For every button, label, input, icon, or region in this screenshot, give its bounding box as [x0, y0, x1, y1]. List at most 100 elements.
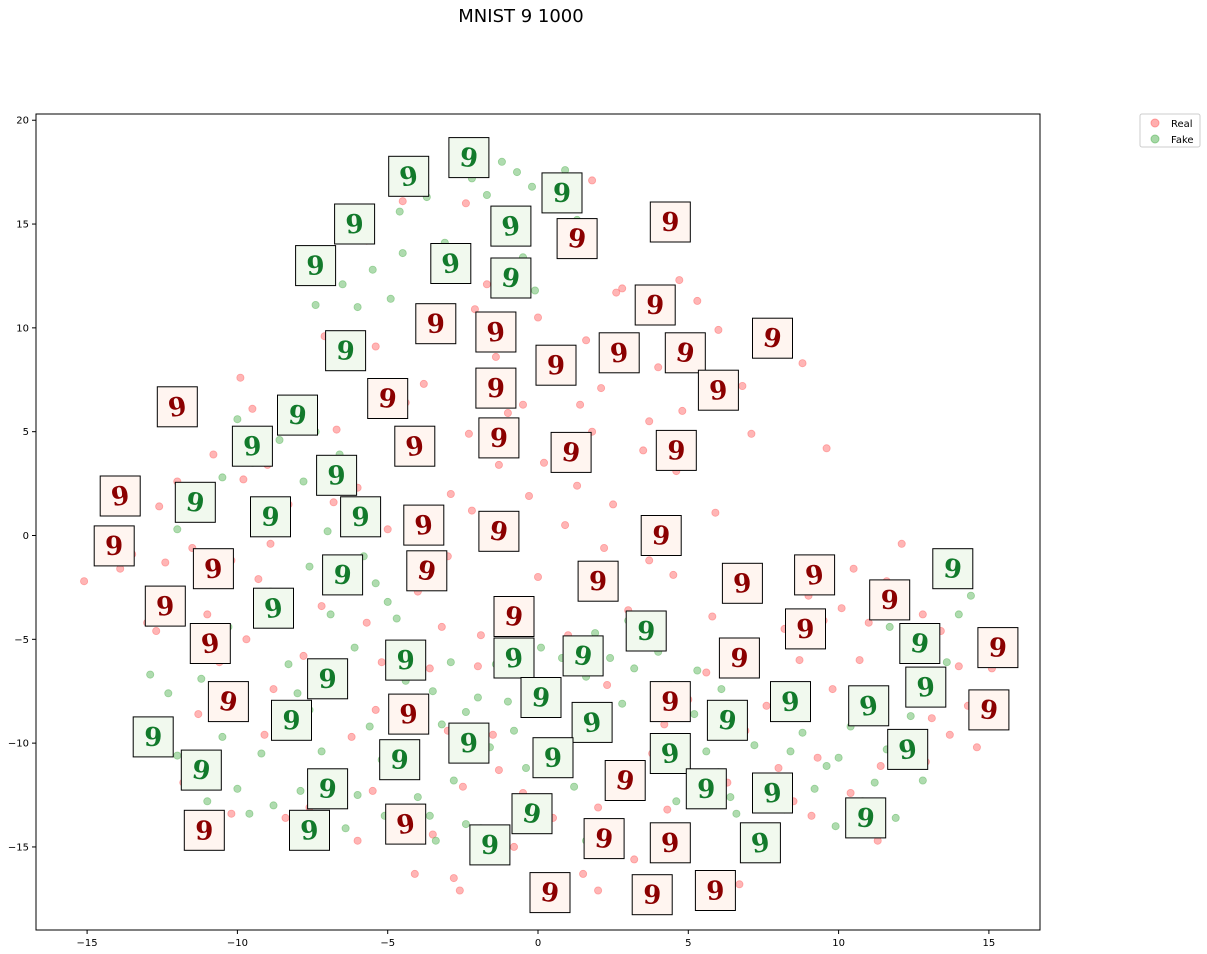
thumbnail-frame	[977, 627, 1019, 669]
fake-point	[311, 300, 320, 309]
real-point	[735, 880, 744, 889]
fake-point	[918, 776, 927, 785]
fake-digit-thumbnail: 9	[685, 768, 727, 810]
real-point	[488, 730, 497, 739]
thumbnail-frame	[307, 768, 349, 810]
x-tick-label: 15	[983, 938, 996, 949]
real-point	[476, 631, 485, 640]
fake-digit-thumbnail: 9	[250, 496, 291, 538]
fake-point	[353, 303, 362, 312]
thumbnail-frame	[718, 637, 760, 679]
real-point	[678, 406, 687, 415]
thumbnail-frame	[322, 554, 364, 596]
fake-digit-thumbnail: 9	[277, 394, 318, 436]
fake-point	[449, 776, 458, 785]
thumbnail-frame	[289, 809, 330, 851]
real-point	[329, 498, 338, 507]
digit-nine-glyph: 9	[262, 593, 285, 625]
real-digit-thumbnail: 9	[968, 689, 1010, 731]
x-tick-label: 5	[685, 938, 691, 949]
real-point	[693, 296, 702, 305]
thumbnail-frame	[845, 797, 887, 839]
thumbnail-frame	[634, 284, 676, 326]
real-point	[254, 575, 263, 584]
real-point	[534, 313, 543, 322]
digit-nine-glyph: 9	[144, 723, 163, 754]
fake-digit-thumbnail: 9	[340, 496, 382, 538]
x-tick-label: 10	[832, 938, 845, 949]
thumbnail-frame	[388, 155, 430, 197]
thumbnail-frame	[250, 496, 291, 538]
digit-nine-glyph: 9	[481, 831, 500, 861]
real-point	[945, 730, 954, 739]
real-digit-thumbnail: 9	[649, 201, 691, 243]
real-point	[813, 753, 822, 762]
y-tick-label: 5	[23, 427, 29, 438]
thumbnail-frame	[739, 822, 781, 864]
thumbnail-frame	[183, 809, 225, 851]
digit-nine-glyph: 9	[855, 803, 876, 834]
fake-digit-thumbnail: 9	[887, 728, 929, 770]
y-tick-label: −5	[14, 635, 29, 646]
fake-point	[296, 786, 305, 795]
real-point	[299, 651, 308, 660]
real-point	[639, 446, 648, 455]
thumbnail-frame	[577, 560, 619, 602]
real-point	[612, 288, 621, 297]
real-point	[437, 622, 446, 631]
thumbnail-frame	[490, 205, 532, 247]
fake-point	[531, 286, 540, 295]
real-digit-thumbnail: 9	[189, 623, 231, 664]
real-point	[455, 886, 464, 895]
real-digit-thumbnail: 9	[977, 627, 1019, 669]
real-point	[540, 458, 549, 467]
digit-nine-glyph: 9	[667, 436, 686, 467]
x-tick-label: −5	[380, 938, 395, 949]
real-point	[603, 681, 612, 690]
real-point	[630, 855, 639, 864]
thumbnail-frame	[752, 772, 793, 814]
thumbnail-frame	[469, 824, 511, 866]
real-point	[876, 762, 885, 771]
real-point	[714, 325, 723, 334]
thumbnail-frame	[869, 579, 911, 621]
real-digit-thumbnail: 9	[694, 870, 736, 911]
real-digit-thumbnail: 9	[752, 317, 793, 359]
digit-nine-glyph: 9	[500, 211, 523, 243]
real-point	[534, 573, 543, 582]
digit-nine-glyph: 9	[487, 374, 505, 404]
real-point	[738, 381, 747, 390]
digit-nine-glyph: 9	[978, 695, 999, 727]
real-point	[371, 342, 380, 351]
thumbnail-frame	[535, 344, 577, 386]
real-point	[762, 701, 771, 710]
digit-nine-glyph: 9	[105, 532, 124, 562]
fake-point	[353, 791, 362, 800]
real-point	[503, 408, 512, 417]
y-tick-label: −15	[8, 842, 29, 853]
real-digit-thumbnail: 9	[475, 311, 517, 353]
fake-digit-thumbnail: 9	[932, 548, 974, 590]
fake-point	[482, 190, 491, 199]
digit-nine-glyph: 9	[487, 516, 510, 548]
real-point	[458, 782, 467, 791]
fake-point	[326, 610, 335, 619]
thumbnail-frame	[394, 425, 436, 467]
digit-nine-glyph: 9	[166, 391, 189, 424]
y-axis: −15 −10 −5 0 5 10 15 20	[8, 116, 36, 853]
real-point	[663, 805, 672, 814]
real-point	[419, 379, 428, 388]
thumbnail-frame	[448, 722, 490, 764]
thumbnail-frame	[307, 658, 349, 700]
digit-nine-glyph: 9	[199, 628, 221, 660]
fake-point	[395, 207, 404, 216]
real-point	[597, 384, 606, 393]
fake-digit-thumbnail: 9	[271, 699, 312, 741]
thumbnail-frame	[794, 554, 836, 596]
fake-point	[954, 610, 963, 619]
fake-point	[293, 689, 302, 698]
real-digit-thumbnail: 9	[577, 560, 619, 602]
fake-point	[245, 809, 254, 818]
real-point	[519, 400, 528, 409]
fake-point	[522, 764, 531, 773]
